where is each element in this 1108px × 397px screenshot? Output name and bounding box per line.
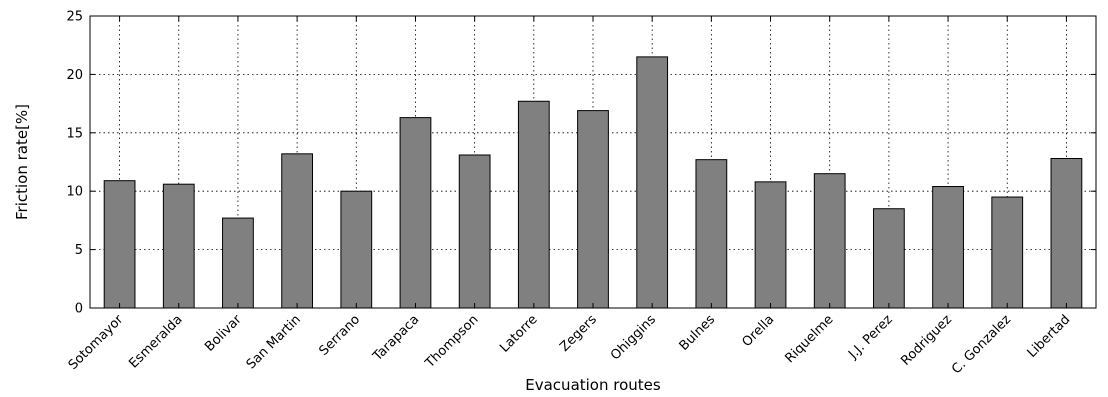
bar-esmeralda [162, 183, 195, 309]
x-tick-label: Riquelme [782, 312, 836, 366]
bar-ohiggins [636, 56, 669, 309]
x-tick-label: J.J. Perez [845, 312, 896, 363]
bar-libertad [1050, 157, 1083, 309]
bar-thompson [458, 154, 491, 309]
bar-rodriguez [932, 186, 964, 309]
bar-sotomayor [103, 180, 136, 309]
y-tick-label: 20 [66, 68, 83, 83]
y-tick-label: 5 [75, 243, 83, 258]
bar-orella [754, 181, 787, 309]
y-axis: 0 5 10 15 20 25 [66, 10, 1096, 317]
bars [103, 56, 1083, 309]
x-tick-label: Thompson [422, 312, 481, 371]
x-tick-label: San Martin [244, 312, 304, 372]
x-axis: Sotomayor Esmeralda Bolivar San Martin Serra… [66, 16, 1074, 377]
bar-bulnes [695, 159, 728, 309]
bar-c-gonzalez [991, 196, 1024, 309]
bar-latorre [517, 100, 550, 309]
x-tick-label: Tarapaca [370, 312, 423, 365]
bar-bolivar [222, 217, 254, 309]
x-tick-label: Rodriguez [898, 312, 955, 369]
y-tick-label: 0 [75, 302, 83, 317]
x-axis-label: Evacuation routes [525, 376, 661, 394]
x-tick-label: Esmeralda [126, 312, 185, 371]
x-tick-label: Bulnes [677, 312, 719, 354]
y-tick-label: 25 [66, 10, 83, 25]
x-tick-label: Libertad [1025, 312, 1074, 361]
x-tick-label: Ohiggins [608, 312, 659, 363]
x-tick-label: Serrano [317, 312, 364, 359]
bar-san-martin [281, 153, 314, 309]
y-axis-label: Friction rate[%] [13, 104, 31, 220]
bar-serrano [340, 190, 373, 309]
x-tick-label: Orella [740, 312, 778, 350]
x-tick-label: Zegers [557, 312, 600, 355]
bar-tarapaca [399, 117, 432, 309]
x-tick-label: Bolivar [202, 312, 245, 355]
y-tick-label: 10 [66, 185, 83, 200]
bar-riquelme [813, 173, 846, 309]
x-tick-label: Sotomayor [66, 312, 127, 373]
bar-j-j-perez [872, 208, 905, 309]
x-tick-label: C. Gonzalez [949, 312, 1014, 377]
bar-zegers [577, 110, 609, 309]
x-tick-label: Latorre [497, 312, 540, 355]
y-tick-label: 15 [66, 126, 83, 141]
